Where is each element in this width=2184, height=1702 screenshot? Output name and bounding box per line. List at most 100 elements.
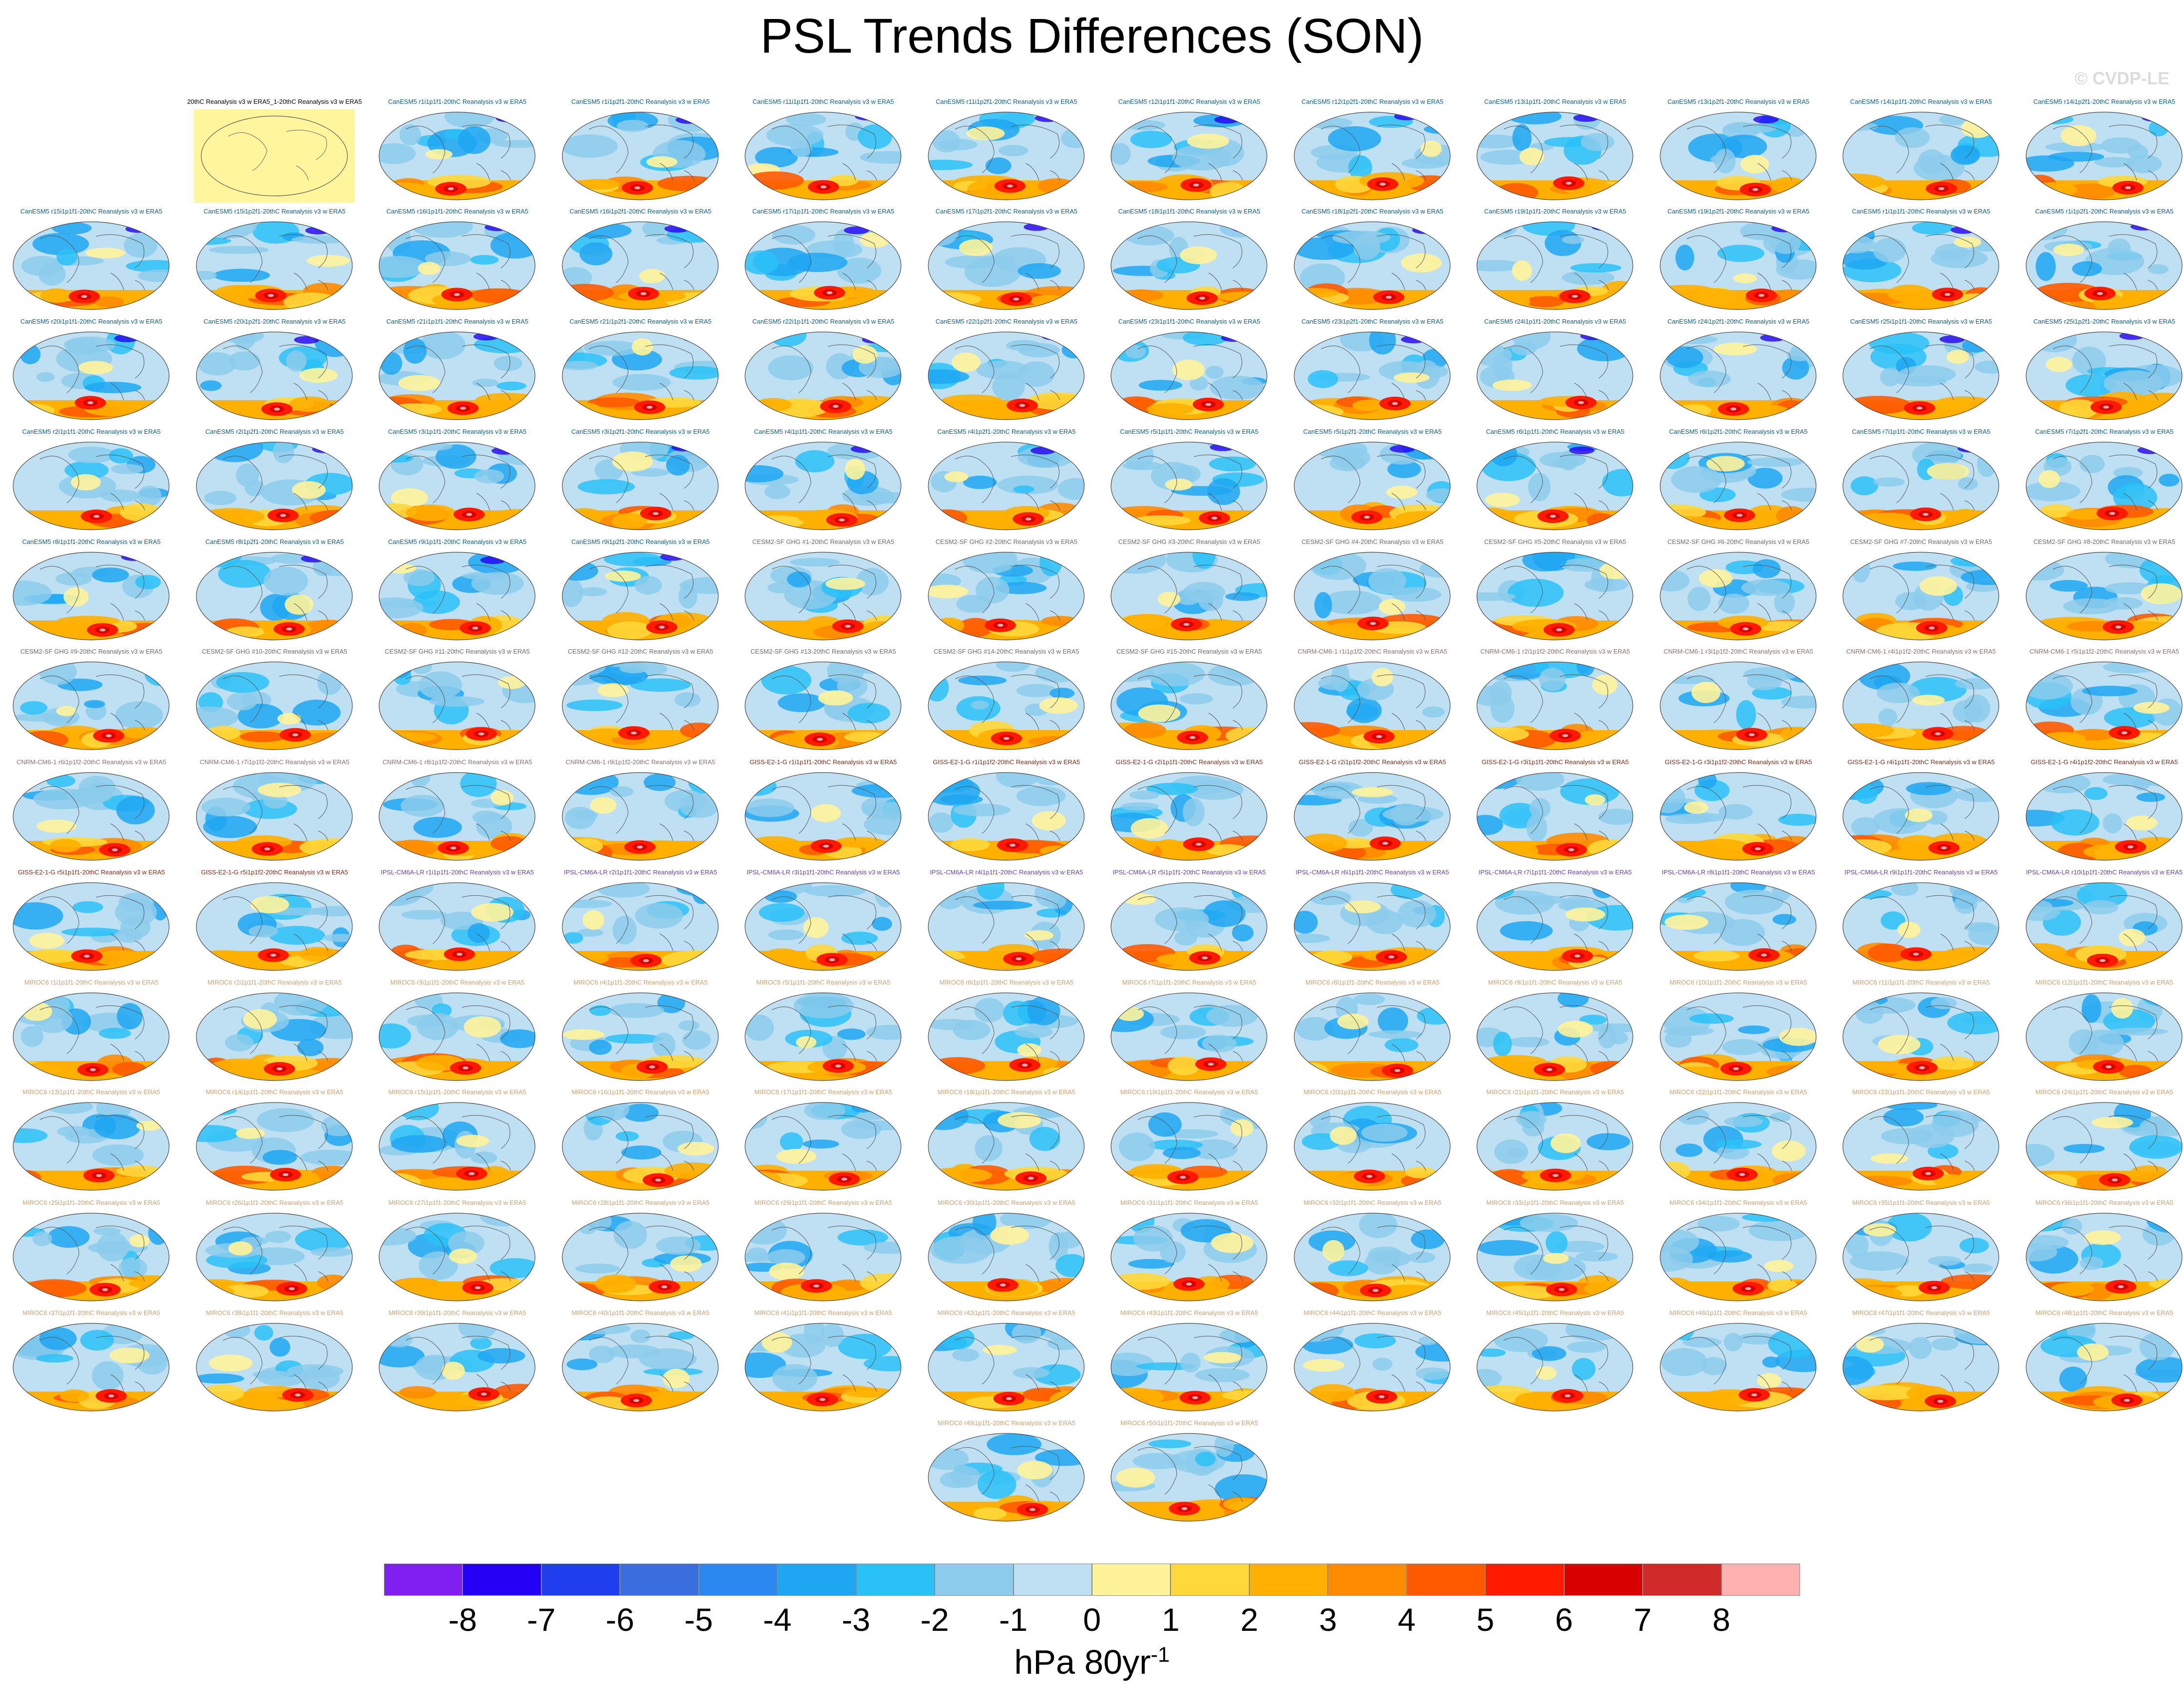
negative-anomaly xyxy=(986,1433,1042,1455)
negative-anomaly-core xyxy=(1580,332,1606,340)
positive-anomaly xyxy=(425,149,453,160)
map-plot xyxy=(562,331,719,420)
panel-label: CanESM5 r11i1p2f1-20thC Reanalysis v3 w … xyxy=(936,98,1077,105)
coastline xyxy=(1503,1225,1609,1282)
positive-anomaly xyxy=(1039,697,1078,714)
max-anomaly-peak xyxy=(631,731,637,735)
positive-anomaly xyxy=(959,239,993,256)
coastline xyxy=(1137,344,1243,401)
max-anomaly-peak xyxy=(270,953,276,957)
globe-outline xyxy=(379,992,536,1081)
negative-anomaly xyxy=(790,139,812,157)
negative-anomaly xyxy=(1348,155,1372,180)
panel-label: CanESM5 r13i1p1f1-20thC Reanalysis v3 w … xyxy=(1484,98,1627,105)
negative-anomaly xyxy=(1898,365,1956,384)
negative-anomaly xyxy=(1869,332,1930,355)
positive-anomaly xyxy=(973,1507,1007,1520)
negative-anomaly xyxy=(254,1325,273,1341)
map-panel: CanESM5 r1i1p2f1-20thC Reanalysis v3 w E… xyxy=(2013,207,2184,317)
globe-outline xyxy=(1476,1323,1633,1412)
map-plot xyxy=(1111,1213,1267,1301)
positive-anomaly xyxy=(2067,509,2105,520)
negative-anomaly xyxy=(1418,1336,1438,1345)
negative-anomaly xyxy=(80,1330,115,1351)
max-anomaly-peak xyxy=(1925,1172,1931,1175)
negative-anomaly xyxy=(72,901,103,913)
max-anomaly-peak xyxy=(1938,187,1945,191)
negative-anomaly xyxy=(1013,485,1035,494)
negative-anomaly xyxy=(273,442,294,464)
globe-outline xyxy=(562,221,719,310)
globe-outline xyxy=(928,331,1085,420)
negative-anomaly xyxy=(1769,1112,1791,1122)
negative-anomaly xyxy=(566,699,623,712)
map-plot xyxy=(2026,442,2183,530)
panel-label: CanESM5 r8i1p2f1-20thC Reanalysis v3 w E… xyxy=(205,538,344,545)
map-panel: CanESM5 r24i1p1f1-20thC Reanalysis v3 w … xyxy=(1464,317,1647,427)
negative-anomaly xyxy=(761,665,812,695)
positive-anomaly xyxy=(226,626,265,638)
max-anomaly-peak xyxy=(1935,732,1941,735)
negative-anomaly xyxy=(115,898,157,926)
map-plot xyxy=(1111,1102,1267,1191)
map-panel: CanESM5 r7i1p1f1-20thC Reanalysis v3 w E… xyxy=(1830,427,2012,537)
negative-anomaly xyxy=(945,255,997,269)
map-panel: MIROC6 r21i1p1f1-20thC Reanalysis v3 w E… xyxy=(1464,1088,1647,1198)
positive-anomaly xyxy=(764,948,800,961)
positive-anomaly xyxy=(1209,182,1245,200)
negative-anomaly xyxy=(13,902,63,930)
negative-anomaly-core xyxy=(114,334,140,343)
map-plot xyxy=(1111,1433,1267,1522)
positive-anomaly xyxy=(1187,134,1229,149)
map-plot xyxy=(928,1323,1085,1412)
coastline xyxy=(1503,1115,1609,1171)
map-plot xyxy=(1294,112,1451,200)
positive-anomaly xyxy=(1733,273,1757,284)
negative-anomaly xyxy=(407,1014,449,1027)
negative-anomaly xyxy=(1328,1260,1368,1276)
negative-anomaly xyxy=(1512,124,1532,152)
map-panel: CanESM5 r23i1p1f1-20thC Reanalysis v3 w … xyxy=(1098,317,1281,427)
negative-anomaly xyxy=(1570,263,1622,273)
map-plot xyxy=(745,661,901,750)
max-anomaly-peak xyxy=(2124,1399,2130,1402)
map-panel: MIROC6 r7i1p1f1-20thC Reanalysis v3 w ER… xyxy=(1098,978,1281,1088)
globe-outline xyxy=(379,1102,536,1191)
panel-label: GISS-E2-1-G r5i1p1f2-20thC Reanalysis v3… xyxy=(201,869,348,876)
negative-anomaly xyxy=(562,361,598,370)
map-panel: MIROC6 r11i1p1f1-20thC Reanalysis v3 w E… xyxy=(1830,978,2012,1088)
negative-anomaly-core xyxy=(1035,114,1060,122)
map-panel: MIROC6 r45i1p1f1-20thC Reanalysis v3 w E… xyxy=(1464,1309,1647,1418)
colorbar-bin xyxy=(1485,1564,1564,1596)
map-panel: CanESM5 r3i1p2f1-20thC Reanalysis v3 w E… xyxy=(549,427,732,537)
max-anomaly-peak xyxy=(1552,1174,1559,1177)
negative-anomaly-core xyxy=(843,226,869,234)
panel-label: MIROC6 r26i1p1f1-20thC Reanalysis v3 w E… xyxy=(206,1199,344,1206)
coastline xyxy=(1869,674,1975,731)
negative-anomaly xyxy=(652,1032,676,1058)
panel-label: MIROC6 r1i1p1f1-20thC Reanalysis v3 w ER… xyxy=(24,979,159,986)
positive-anomaly xyxy=(40,288,73,303)
globe-outline xyxy=(1842,112,1999,200)
negative-anomaly xyxy=(413,816,462,838)
positive-anomaly xyxy=(747,836,802,855)
positive-anomaly xyxy=(471,903,514,922)
max-anomaly-peak xyxy=(1913,952,1919,956)
positive-anomaly xyxy=(1927,463,1970,480)
max-anomaly-peak xyxy=(640,292,647,295)
panel-label: MIROC6 r22i1p1f1-20thC Reanalysis v3 w E… xyxy=(1669,1088,1807,1096)
map-plot xyxy=(196,772,353,861)
coastline xyxy=(589,1005,694,1062)
positive-anomaly xyxy=(1912,695,1945,706)
negative-anomaly xyxy=(1724,1333,1743,1352)
negative-anomaly xyxy=(1512,332,1551,350)
map-plot xyxy=(928,992,1085,1081)
globe-outline xyxy=(1111,1433,1267,1522)
max-anomaly-peak xyxy=(652,512,659,515)
negative-anomaly xyxy=(496,381,527,391)
negative-anomaly xyxy=(98,1027,131,1039)
coastline xyxy=(1869,785,1975,841)
positive-anomaly xyxy=(1744,405,1788,415)
max-anomaly-peak xyxy=(845,624,851,628)
negative-anomaly xyxy=(379,256,427,278)
